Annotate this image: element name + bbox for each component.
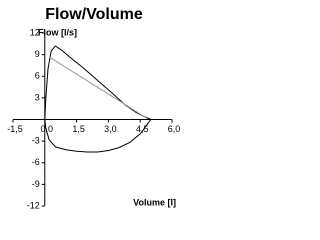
chart-title: Flow/Volume — [45, 6, 143, 23]
x-tick-label: 6,0 — [168, 124, 181, 134]
chart: Flow/Volume Flow [l/s] Volume [l] 12 9 6 3 -… — [7, 6, 181, 210]
y-tick-label: 12 — [30, 27, 40, 37]
y-tick-label: 9 — [35, 49, 40, 59]
y-tick-label: 6 — [35, 71, 40, 81]
series-line — [48, 56, 147, 119]
y-tick-label: -9 — [32, 179, 40, 189]
x-tick-label: 0,0 — [41, 124, 54, 134]
y-tick-label: 3 — [35, 92, 40, 102]
x-tick-label: 1,5 — [72, 124, 85, 134]
y-tick-label: -3 — [32, 136, 40, 146]
x-tick-label: 3,0 — [104, 124, 117, 134]
x-tick-label: -1,5 — [7, 124, 23, 134]
series-line — [44, 45, 152, 153]
x-tick-label: 4,5 — [136, 124, 149, 134]
y-axis-label: Flow [l/s] — [38, 27, 77, 37]
y-tick-label: -12 — [27, 200, 40, 210]
x-axis-label: Volume [l] — [133, 197, 176, 207]
y-tick-label: -6 — [32, 157, 40, 167]
